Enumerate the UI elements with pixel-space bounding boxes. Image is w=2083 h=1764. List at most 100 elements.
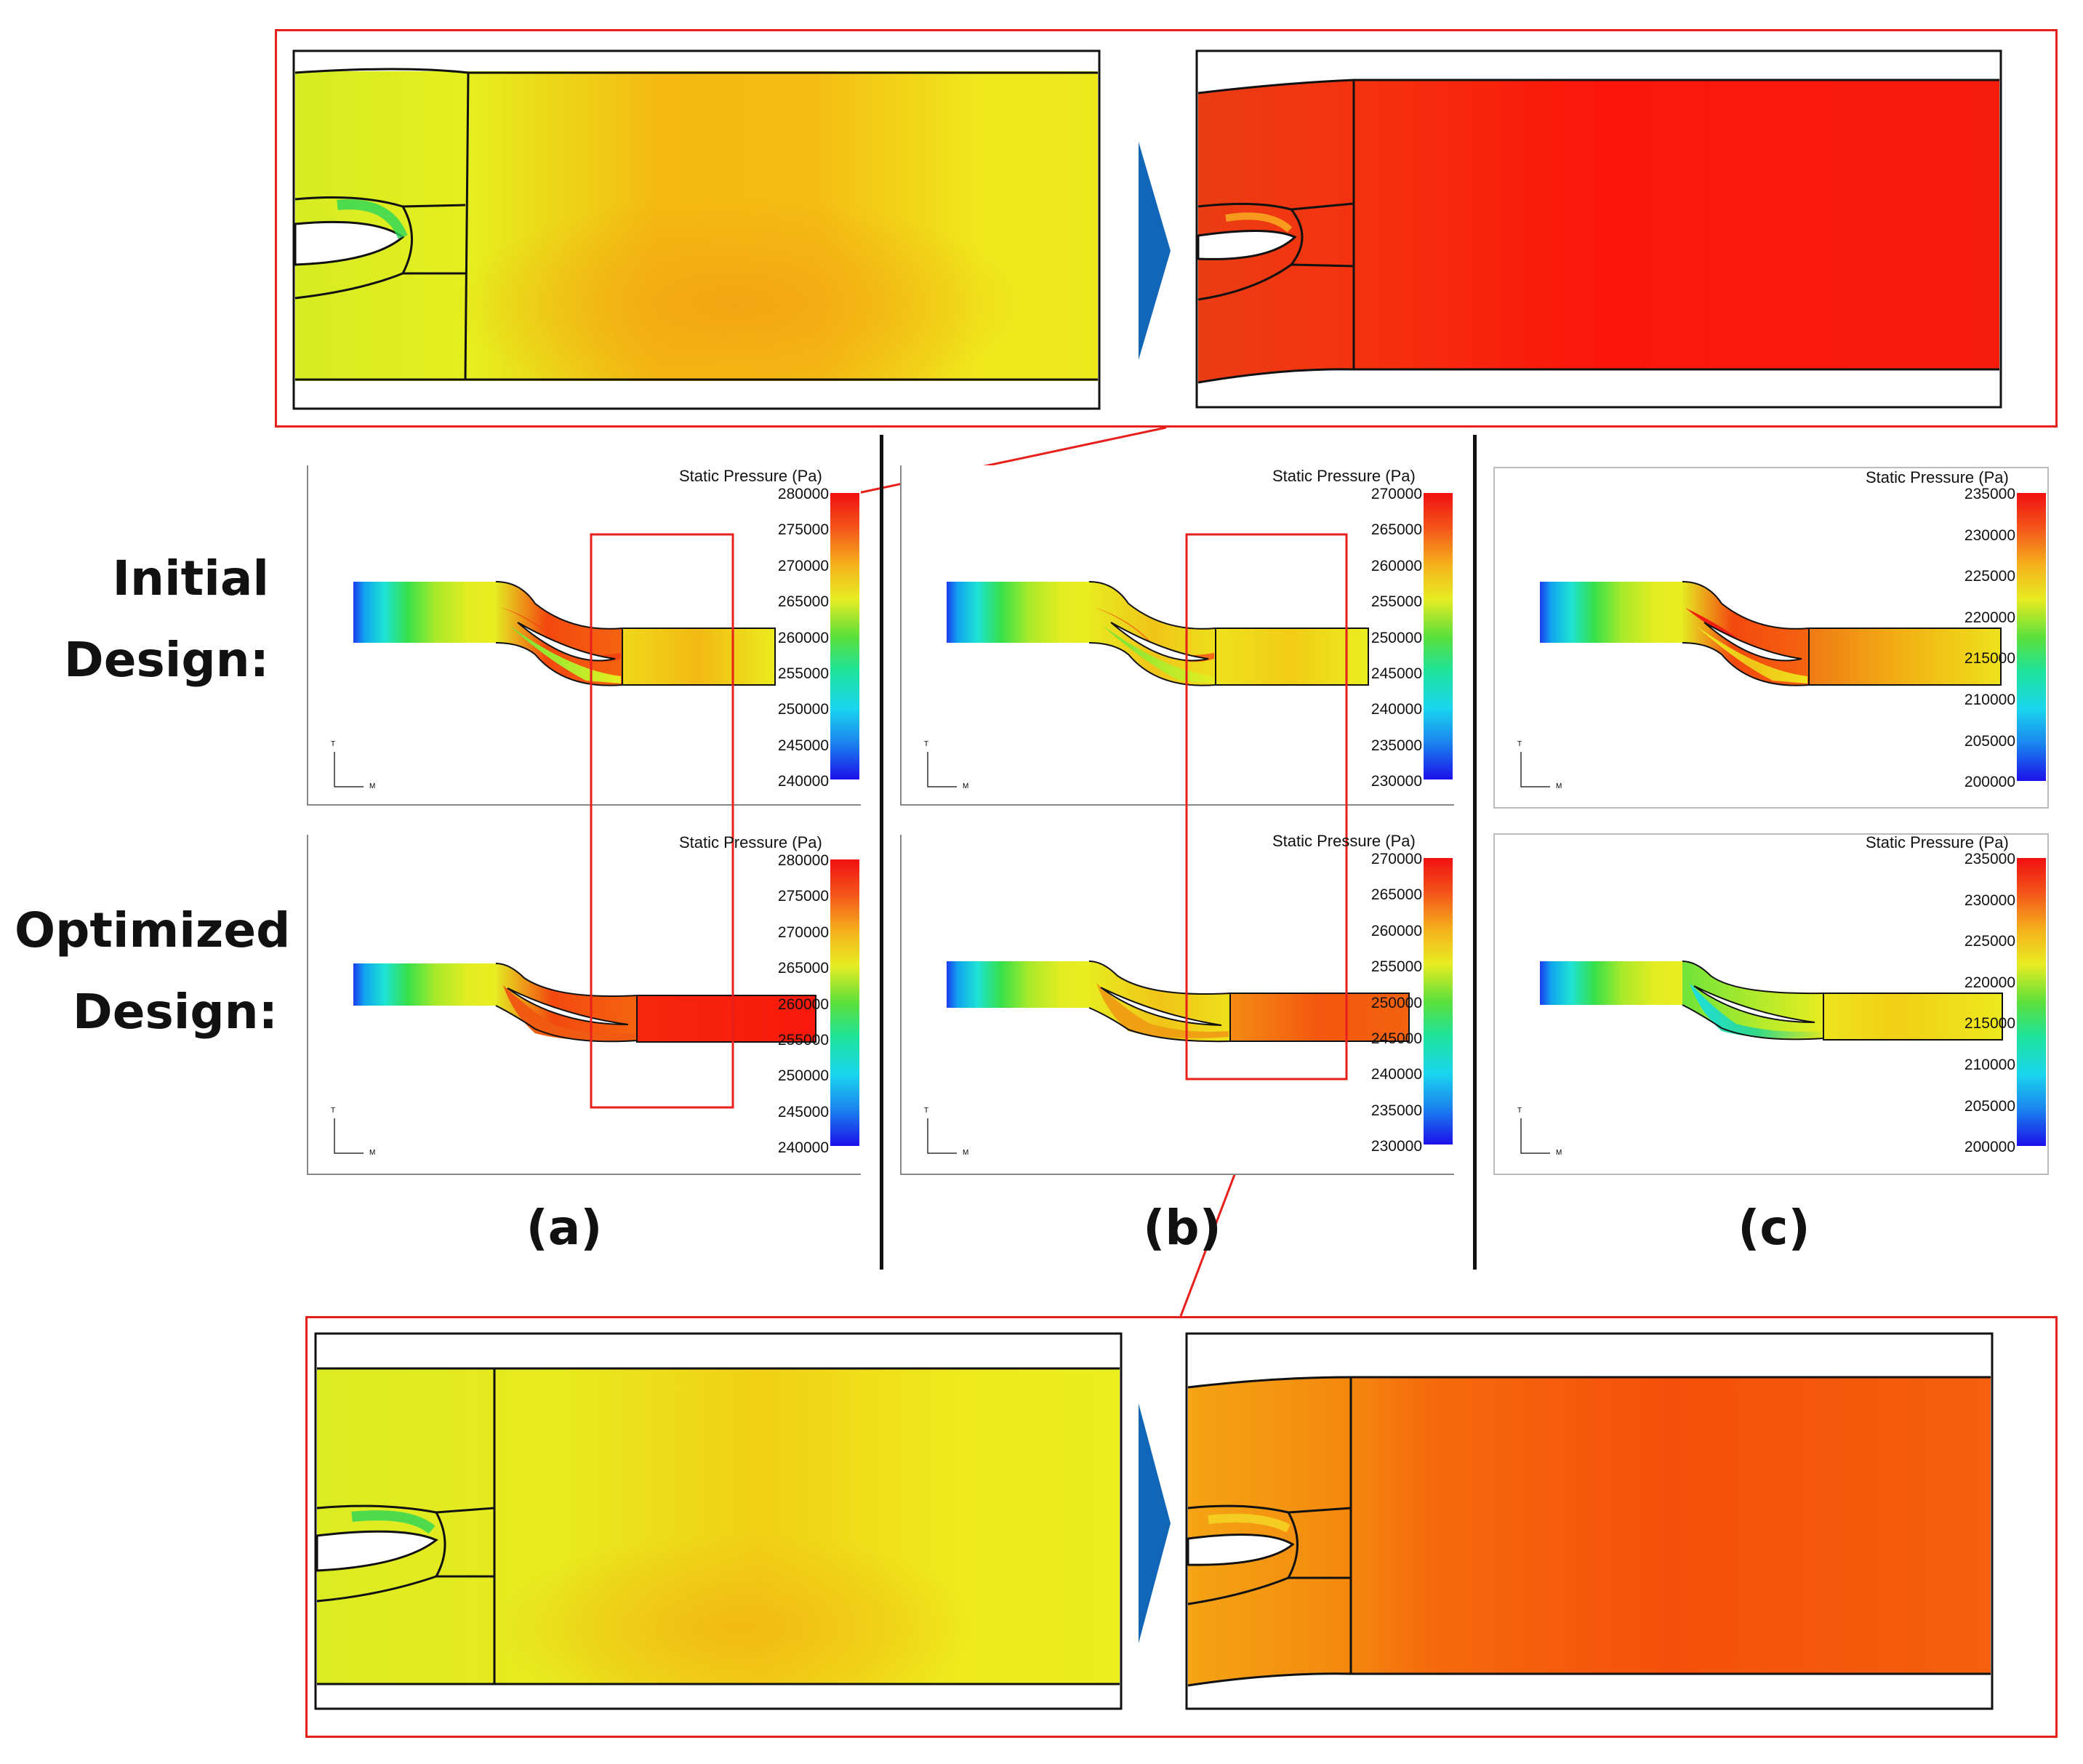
axis-glyph-m-a1: M	[369, 782, 376, 790]
flow-c-optimized	[1540, 961, 2003, 1041]
ticks-a-initial-label-8: 240000	[777, 773, 829, 790]
bottom-zoom-arrow	[1139, 1403, 1171, 1643]
ticks-c-optimized-label-5: 210000	[1964, 1057, 2015, 1073]
ticks-b-optimized-label-3: 255000	[1370, 958, 1422, 976]
ticks-c-optimized-label-4: 215000	[1964, 1015, 2015, 1033]
bottom-zoom-frame	[305, 1316, 2058, 1738]
flow-b-initial	[947, 581, 1369, 686]
colorbar-b-initial	[1424, 493, 1453, 779]
ticks-c-initial-label-6: 205000	[1964, 732, 2015, 750]
axis-glyph-t-a2: T	[331, 1107, 336, 1115]
divider-bc	[1473, 435, 1477, 1270]
ticks-c-initial-label-7: 200000	[1964, 774, 2015, 791]
axis-glyph-t-c1: T	[1517, 740, 1522, 748]
ticks-a-initial-label-4: 260000	[777, 629, 829, 646]
top-zoom-frame	[275, 29, 2058, 428]
axis-triads	[334, 752, 1550, 1154]
ticks-a-optimized-label-1: 275000	[777, 888, 829, 905]
ticks-b-optimized-label-7: 235000	[1370, 1102, 1422, 1119]
bottom-zoom-initial	[314, 1332, 1123, 1710]
ticks-b-optimized-label-8: 230000	[1370, 1138, 1422, 1155]
ticks-c-optimized-label-0: 235000	[1964, 851, 2015, 867]
ticks-a-initial-label-0: 280000	[777, 486, 829, 502]
axis-glyph-m-c1: M	[1556, 782, 1562, 790]
colorbar-a-initial	[830, 493, 859, 779]
axis-glyph-m-c2: M	[1556, 1149, 1562, 1157]
axis-glyph-m-b1: M	[963, 782, 969, 790]
axis-glyph-t-a1: T	[331, 740, 336, 748]
ticks-a-optimized-label-6: 250000	[777, 1067, 829, 1085]
colorbar-c-optimized	[2017, 858, 2046, 1146]
ticks-a-optimized-label-2: 270000	[777, 923, 829, 941]
column-label-b: (b)	[1143, 1200, 1221, 1256]
ticks-a-initial-label-3: 265000	[777, 593, 829, 611]
flow-b-optimized	[947, 961, 1410, 1043]
ticks-b-optimized-label-1: 265000	[1370, 886, 1422, 904]
row-label-initial: Initial Design:	[63, 550, 269, 688]
axis-glyph-t-c2: T	[1517, 1107, 1522, 1115]
top-zoom-optimized	[1195, 49, 2002, 409]
ticks-a-initial-label-6: 250000	[777, 701, 829, 718]
colorbar-title-a-optimized: Static Pressure (Pa)	[679, 833, 822, 851]
ticks-a-initial-label-2: 270000	[777, 557, 829, 574]
ticks-b-optimized-label-5: 245000	[1370, 1030, 1422, 1047]
colorbar-title-b-optimized: Static Pressure (Pa)	[1272, 832, 1416, 850]
colorbar-b-optimized	[1424, 858, 1453, 1144]
bottom-zoom-optimized	[1185, 1332, 1994, 1710]
ticks-c-initial-label-3: 220000	[1964, 609, 2015, 626]
ticks-b-initial-label-1: 265000	[1370, 521, 1422, 539]
top-zoom-initial	[292, 49, 1101, 410]
colorbar-a-optimized	[830, 859, 859, 1146]
ticks-b-initial-label-6: 240000	[1370, 701, 1422, 718]
ticks-c-initial-label-5: 210000	[1964, 691, 2015, 708]
axis-glyph-m-b2: M	[963, 1149, 969, 1157]
ticks-a-initial-label-1: 275000	[777, 521, 829, 539]
axis-glyph-t-b1: T	[924, 740, 929, 748]
ticks-a-optimized-label-0: 280000	[777, 852, 829, 869]
ticks-c-initial-label-0: 235000	[1964, 486, 2015, 502]
colorbar-c-initial	[2017, 493, 2046, 781]
flow-a-optimized	[353, 963, 816, 1043]
colorbar-title-c-optimized: Static Pressure (Pa)	[1866, 833, 2009, 851]
ticks-a-optimized-label-5: 255000	[777, 1032, 829, 1049]
ticks-a-optimized-label-8: 240000	[777, 1139, 829, 1157]
axis-glyph-t-b2: T	[924, 1107, 929, 1115]
ticks-c-optimized-label-3: 220000	[1964, 974, 2015, 991]
ticks-a-optimized-label-7: 245000	[777, 1103, 829, 1120]
colorbar-title-a-initial: Static Pressure (Pa)	[679, 467, 822, 485]
colorbar-title-b-initial: Static Pressure (Pa)	[1272, 467, 1416, 485]
ticks-b-optimized-label-4: 250000	[1370, 994, 1422, 1011]
ticks-b-initial-label-4: 250000	[1370, 629, 1422, 646]
highlight-box-b	[1185, 533, 1348, 1081]
ticks-b-optimized-label-6: 240000	[1370, 1066, 1422, 1083]
ticks-c-optimized-label-1: 230000	[1964, 891, 2015, 909]
column-label-a: (a)	[526, 1200, 603, 1256]
ticks-b-initial-label-7: 235000	[1370, 737, 1422, 754]
top-zoom-arrow	[1139, 142, 1171, 360]
ticks-b-initial-label-8: 230000	[1370, 773, 1422, 790]
ticks-a-initial-label-7: 245000	[777, 737, 829, 754]
column-label-c: (c)	[1738, 1200, 1810, 1256]
colorbar-title-c-initial: Static Pressure (Pa)	[1866, 468, 2009, 486]
ticks-c-optimized-label-7: 200000	[1964, 1139, 2015, 1156]
ticks-c-initial-label-4: 215000	[1964, 650, 2015, 667]
ticks-a-optimized-label-4: 260000	[777, 995, 829, 1013]
ticks-a-optimized-label-3: 265000	[777, 960, 829, 977]
ticks-b-initial-label-5: 245000	[1370, 665, 1422, 682]
ticks-b-initial-label-3: 255000	[1370, 593, 1422, 611]
ticks-b-initial-label-0: 270000	[1370, 486, 1422, 502]
flow-c-initial	[1540, 581, 2002, 686]
highlight-box-a	[590, 533, 734, 1109]
ticks-a-initial-label-5: 255000	[777, 665, 829, 682]
ticks-b-optimized-label-2: 260000	[1370, 922, 1422, 939]
ticks-c-optimized-label-2: 225000	[1964, 933, 2015, 950]
divider-ab	[880, 435, 883, 1270]
ticks-b-optimized-label-0: 270000	[1370, 851, 1422, 867]
row-label-optimized: Optimized Design:	[15, 902, 291, 1040]
ticks-c-optimized-label-6: 205000	[1964, 1097, 2015, 1115]
ticks-c-initial-label-1: 230000	[1964, 526, 2015, 544]
axis-glyph-m-a2: M	[369, 1149, 376, 1157]
flow-a-initial	[353, 581, 776, 686]
ticks-c-initial-label-2: 225000	[1964, 568, 2015, 585]
